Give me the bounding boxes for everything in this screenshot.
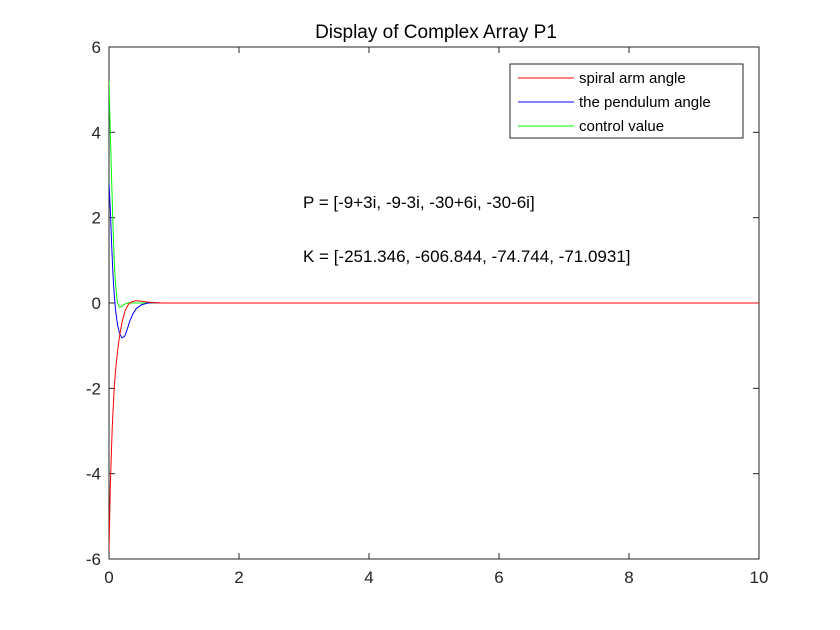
legend-box bbox=[509, 63, 744, 139]
series-line-0 bbox=[109, 300, 759, 551]
plot-layer: 0 2 4 6 8 10 -6 -4 -2 0 2 4 6 Display of Complex Arra… bbox=[86, 22, 769, 587]
x-tick-label: 2 bbox=[234, 568, 243, 587]
y-tick-label: -6 bbox=[86, 550, 101, 569]
annotation-text: K = [-251.346, -606.844, -74.744, -71.09… bbox=[303, 247, 631, 266]
x-tick-label: 10 bbox=[750, 568, 769, 587]
legend-label: the pendulum angle bbox=[579, 94, 711, 111]
legend-label: control value bbox=[579, 118, 664, 135]
x-tick-label: 0 bbox=[104, 568, 113, 587]
y-tick-label: -4 bbox=[86, 465, 101, 484]
y-tick-label: 6 bbox=[92, 38, 101, 57]
chart-title: Display of Complex Array P1 bbox=[315, 22, 557, 43]
y-tick-label: 4 bbox=[92, 123, 101, 142]
y-tick-label: 2 bbox=[92, 209, 101, 228]
x-tick-label: 4 bbox=[364, 568, 373, 587]
annotation-text: P = [-9+3i, -9-3i, -30+6i, -30-6i] bbox=[303, 193, 535, 212]
legend-label: spiral arm angle bbox=[579, 70, 686, 87]
y-tick-label: -2 bbox=[86, 379, 101, 398]
x-tick-label: 6 bbox=[494, 568, 503, 587]
y-tick-label: 0 bbox=[92, 294, 101, 313]
x-tick-label: 8 bbox=[624, 568, 633, 587]
